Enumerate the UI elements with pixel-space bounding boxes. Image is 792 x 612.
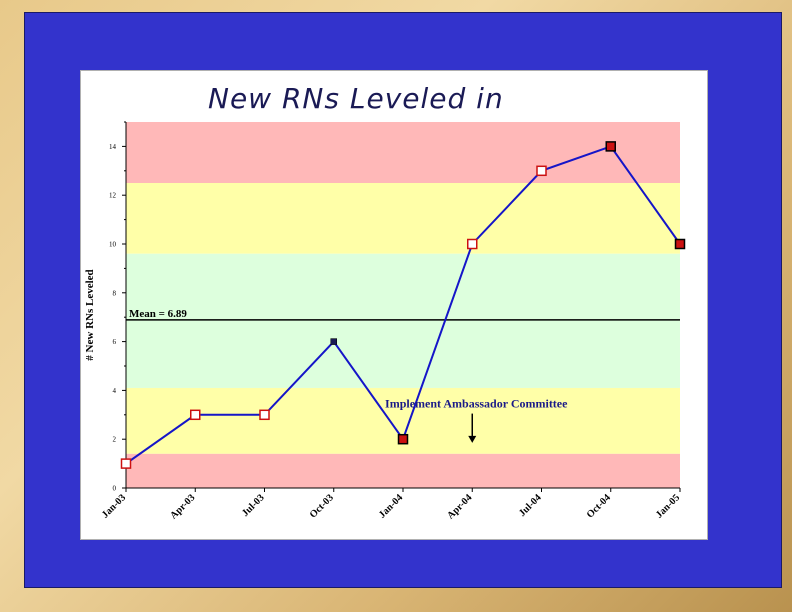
- x-tick-label: Oct-03: [308, 492, 336, 520]
- data-point: [330, 338, 337, 345]
- y-tick-label: 4: [113, 387, 117, 395]
- x-tick-label: Jul-04: [517, 492, 544, 519]
- y-tick-label: 8: [113, 289, 117, 297]
- annotation-label: Implement Ambassador Committee: [385, 397, 568, 411]
- data-point: [120, 458, 132, 469]
- x-tick-label: Apr-03: [168, 492, 197, 521]
- y-tick-label: 14: [109, 143, 117, 151]
- x-tick-label: Jan-05: [654, 492, 682, 520]
- band: [126, 253, 680, 388]
- y-tick-label: 10: [109, 241, 117, 249]
- x-tick-label: Oct-04: [585, 492, 613, 520]
- x-tick-label: Jan-04: [377, 492, 405, 520]
- slide-title: New RNs Leveled in: [208, 82, 504, 115]
- data-point: [397, 433, 409, 445]
- y-tick-label: 12: [109, 192, 117, 200]
- data-point: [674, 238, 686, 250]
- y-tick-label: 0: [113, 485, 117, 493]
- band: [126, 183, 680, 254]
- x-tick-label: Jul-03: [240, 492, 267, 519]
- band: [126, 453, 680, 488]
- data-point: [605, 141, 616, 152]
- mean-label: Mean = 6.89: [129, 308, 187, 320]
- y-tick-label: 6: [113, 338, 117, 346]
- series-markers: [120, 141, 686, 469]
- data-point: [536, 165, 547, 177]
- y-axis-title: # New RNs Leveled: [84, 269, 96, 360]
- data-point: [190, 409, 201, 421]
- band: [126, 122, 680, 183]
- chart-bands: [126, 122, 680, 488]
- y-tick-label: 2: [113, 436, 117, 444]
- data-point: [259, 409, 270, 421]
- x-tick-label: Apr-04: [445, 492, 474, 521]
- annotation-arrowhead: [468, 435, 477, 443]
- x-tick-label: Jan-03: [100, 492, 128, 520]
- annotations: Implement Ambassador Committee: [385, 397, 568, 443]
- data-point: [467, 238, 478, 250]
